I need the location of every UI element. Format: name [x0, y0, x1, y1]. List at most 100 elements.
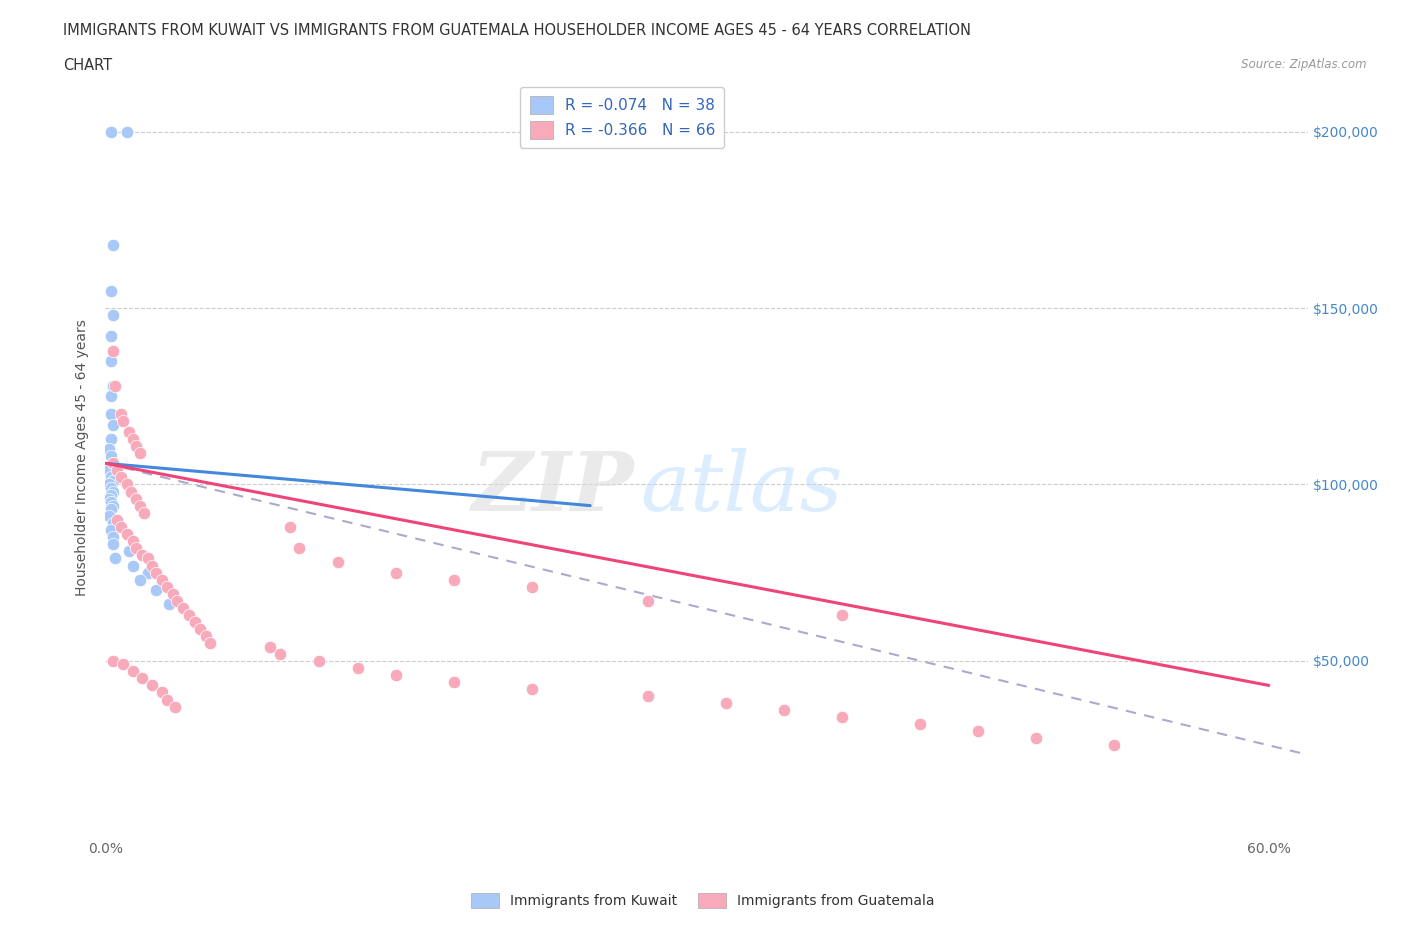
Point: [103, 456, 125, 471]
Point: [103, 456, 125, 471]
Point: [98, 509, 121, 524]
Point: [190, 621, 212, 636]
Point: [141, 558, 163, 573]
Point: [714, 696, 737, 711]
Point: [115, 477, 138, 492]
Point: [100, 523, 122, 538]
Point: [105, 512, 128, 527]
Point: [166, 593, 188, 608]
Legend: Immigrants from Kuwait, Immigrants from Guatemala: Immigrants from Kuwait, Immigrants from …: [465, 888, 941, 914]
Point: [100, 495, 122, 510]
Point: [129, 572, 152, 587]
Point: [136, 565, 159, 580]
Point: [121, 432, 143, 446]
Point: [103, 537, 125, 551]
Point: [103, 530, 125, 545]
Point: [177, 607, 200, 622]
Point: [269, 646, 291, 661]
Point: [100, 283, 122, 298]
Point: [100, 389, 122, 404]
Point: [831, 710, 853, 724]
Point: [100, 487, 122, 502]
Point: [165, 699, 187, 714]
Point: [103, 473, 125, 488]
Point: [104, 551, 127, 566]
Point: [100, 406, 122, 421]
Point: [100, 353, 122, 368]
Point: [156, 579, 179, 594]
Point: [103, 237, 125, 252]
Point: [150, 572, 173, 587]
Point: [98, 491, 121, 506]
Point: [145, 583, 167, 598]
Point: [100, 432, 122, 446]
Point: [159, 597, 181, 612]
Point: [385, 668, 408, 683]
Point: [443, 674, 465, 689]
Point: [156, 692, 179, 707]
Point: [111, 657, 134, 671]
Point: [150, 685, 173, 700]
Y-axis label: Householder Income Ages 45 - 64 years: Householder Income Ages 45 - 64 years: [76, 320, 90, 596]
Point: [110, 519, 132, 534]
Text: IMMIGRANTS FROM KUWAIT VS IMMIGRANTS FROM GUATEMALA HOUSEHOLDER INCOME AGES 45 -: IMMIGRANTS FROM KUWAIT VS IMMIGRANTS FRO…: [63, 23, 972, 38]
Point: [103, 498, 125, 513]
Point: [831, 607, 853, 622]
Point: [103, 308, 125, 323]
Point: [118, 424, 141, 439]
Point: [1025, 731, 1047, 746]
Point: [134, 505, 156, 520]
Point: [162, 586, 184, 601]
Point: [98, 442, 121, 457]
Point: [637, 593, 659, 608]
Point: [100, 470, 122, 485]
Point: [118, 544, 141, 559]
Point: [195, 629, 218, 644]
Text: atlas: atlas: [640, 448, 842, 528]
Point: [259, 639, 281, 654]
Point: [100, 125, 122, 140]
Text: CHART: CHART: [63, 58, 112, 73]
Point: [141, 678, 163, 693]
Text: Source: ZipAtlas.com: Source: ZipAtlas.com: [1241, 58, 1367, 71]
Point: [131, 671, 153, 685]
Point: [172, 601, 194, 616]
Point: [183, 615, 205, 630]
Point: [520, 579, 543, 594]
Point: [125, 540, 148, 555]
Point: [1102, 737, 1125, 752]
Point: [131, 548, 153, 563]
Point: [129, 445, 152, 460]
Point: [111, 414, 134, 429]
Point: [115, 125, 138, 140]
Point: [105, 463, 128, 478]
Point: [120, 485, 142, 499]
Point: [145, 565, 167, 580]
Legend: R = -0.074   N = 38, R = -0.366   N = 66: R = -0.074 N = 38, R = -0.366 N = 66: [520, 86, 724, 149]
Point: [103, 653, 125, 668]
Point: [98, 463, 121, 478]
Point: [104, 379, 127, 393]
Point: [100, 481, 122, 496]
Point: [967, 724, 990, 738]
Point: [326, 554, 349, 569]
Point: [773, 703, 796, 718]
Point: [100, 449, 122, 464]
Point: [278, 519, 301, 534]
Point: [103, 417, 125, 432]
Point: [115, 526, 138, 541]
Point: [121, 534, 143, 549]
Point: [103, 379, 125, 393]
Point: [125, 438, 148, 453]
Point: [443, 572, 465, 587]
Text: ZIP: ZIP: [472, 448, 634, 528]
Point: [198, 636, 221, 651]
Point: [308, 653, 330, 668]
Point: [103, 485, 125, 499]
Point: [346, 660, 368, 675]
Point: [110, 406, 132, 421]
Point: [100, 329, 122, 344]
Point: [288, 540, 311, 555]
Point: [385, 565, 408, 580]
Point: [121, 664, 143, 679]
